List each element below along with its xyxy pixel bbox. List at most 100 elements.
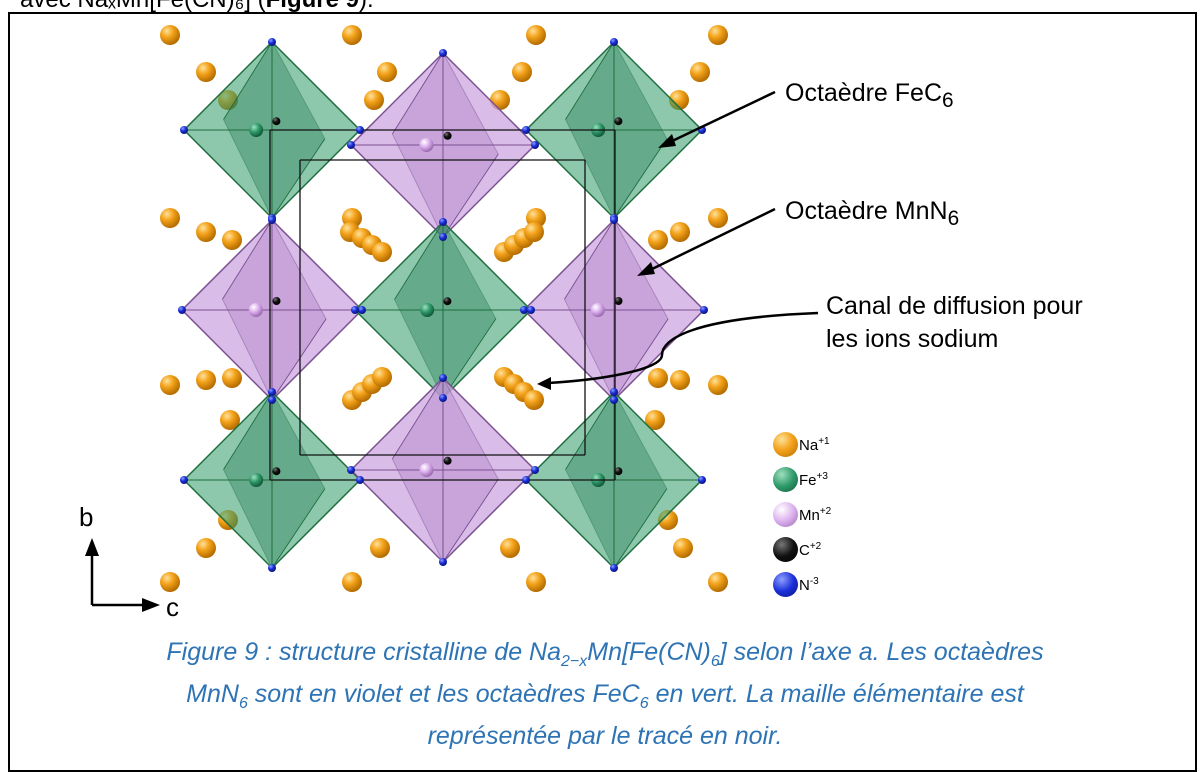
- sodium-atom: [196, 222, 216, 242]
- sodium-atom: [196, 62, 216, 82]
- sodium-atoms: [160, 25, 728, 592]
- mn-octahedron-edge: [442, 478, 499, 563]
- callout-mn-subscript: 6: [947, 207, 960, 230]
- mn-octahedron: [349, 51, 537, 239]
- sodium-atom: [370, 538, 390, 558]
- callout-fe-text: Octaèdre FeC: [785, 79, 943, 107]
- sodium-atom: [524, 390, 544, 410]
- preceding-ref-open: (: [251, 0, 266, 13]
- axis-label-c: c: [166, 592, 179, 622]
- carbon-atom: [272, 117, 281, 126]
- na-sphere-icon: [773, 432, 798, 457]
- nitrogen-atom: [268, 396, 276, 404]
- figure-caption: Figure 9 : structure cristalline de Na2−…: [60, 636, 1150, 753]
- nitrogen-atom: [439, 558, 447, 566]
- nitrogen-atom: [610, 38, 618, 46]
- fe-octahedron-edge: [223, 41, 273, 120]
- preceding-text-line: avec NaₓMn[Fe(CN)₆] (Figure 9).: [20, 0, 374, 14]
- callout-fe-octahedron: Octaèdre FeC6: [785, 79, 954, 113]
- sodium-atom: [673, 538, 693, 558]
- mn-sphere-icon: [773, 502, 798, 527]
- axes-indicator: [85, 538, 160, 612]
- nitrogen-atom: [268, 38, 276, 46]
- fe-sphere-icon: [773, 467, 798, 492]
- fe-octahedron: [353, 220, 533, 400]
- sodium-atom: [708, 208, 728, 228]
- caption-line-1: Figure 9 : structure cristalline de Na2−…: [60, 636, 1150, 678]
- legend-item-n: N-3: [773, 567, 831, 602]
- nitrogen-atom: [520, 306, 528, 314]
- mn-octahedron-edge: [222, 219, 273, 300]
- fe-octahedron-edge: [394, 221, 444, 300]
- legend-item-na: Na+1: [773, 427, 831, 462]
- sodium-atom: [708, 375, 728, 395]
- nitrogen-atom: [358, 306, 366, 314]
- legend-symbol-na: Na: [799, 436, 819, 454]
- sodium-atom: [670, 222, 690, 242]
- nitrogen-atom: [180, 476, 188, 484]
- manganese-atom: [419, 138, 434, 152]
- nitrogen-atom: [268, 564, 276, 572]
- nitrogen-atom: [610, 388, 618, 396]
- fe-octahedron-edge: [565, 41, 615, 120]
- caption-text-6: en vert. La maille élémentaire est: [648, 680, 1024, 708]
- nitrogen-atom: [522, 476, 530, 484]
- nitrogen-atom: [610, 396, 618, 404]
- fe-octahedron-edge: [613, 138, 668, 219]
- nitrogen-atom: [700, 306, 708, 314]
- mn-octahedron-edge: [613, 318, 669, 401]
- sodium-atom: [500, 538, 520, 558]
- legend-item-mn: Mn+2: [773, 497, 831, 532]
- caption-text-4: MnN: [186, 680, 239, 708]
- caption-text-5: sont en violet et les octaèdres FeC: [247, 680, 640, 708]
- carbon-atom: [443, 131, 452, 140]
- nitrogen-atom: [356, 476, 364, 484]
- figure-reference: Figure 9: [266, 0, 359, 13]
- carbon-atom: [614, 117, 623, 126]
- nitrogen-atom: [698, 476, 706, 484]
- nitrogen-atom: [531, 466, 539, 474]
- nitrogen-atom: [439, 374, 447, 382]
- nitrogen-atom: [180, 126, 188, 134]
- sodium-atom: [222, 230, 242, 250]
- sodium-atom: [222, 368, 242, 388]
- arrowhead-channel: [537, 377, 551, 390]
- arrow-fe-octahedron: [667, 90, 776, 145]
- fe-octahedron-edge: [271, 138, 326, 219]
- nitrogen-atom: [439, 394, 447, 402]
- mn-octahedron-edge: [271, 318, 327, 401]
- preceding-formula: NaₓMn[Fe(CN)₆]: [77, 0, 251, 13]
- octahedra-layer: [180, 40, 706, 570]
- nitrogen-atom: [527, 306, 535, 314]
- iron-atom: [420, 303, 435, 317]
- mn-octahedron-edge: [564, 219, 615, 300]
- legend-charge-fe: +3: [816, 470, 828, 482]
- sodium-atom: [526, 572, 546, 592]
- caption-sub-1: 2−x: [561, 653, 588, 670]
- mn-octahedron: [349, 376, 537, 564]
- mn-octahedron-edge: [442, 153, 499, 238]
- sodium-atom: [377, 62, 397, 82]
- callout-mn-text: Octaèdre MnN: [785, 197, 948, 225]
- caption-text-3: ] selon l’axe a. Les octaèdres: [719, 638, 1044, 666]
- caption-sub-4: 6: [639, 695, 649, 712]
- legend-charge-mn: +2: [819, 505, 832, 517]
- unit-cell-outline: [269, 129, 616, 481]
- sodium-atom: [708, 572, 728, 592]
- legend-symbol-fe: Fe: [799, 471, 817, 489]
- sodium-atom: [160, 25, 180, 45]
- c-axis-arrowhead: [142, 598, 160, 612]
- nitrogen-atom: [356, 126, 364, 134]
- callout-channel-line1: Canal de diffusion pour: [826, 292, 1083, 320]
- sodium-atom: [526, 25, 546, 45]
- carbon-atom: [614, 297, 623, 305]
- arrowhead-mn: [637, 262, 655, 276]
- caption-line-3: représentée par le tracé en noir.: [427, 722, 783, 750]
- preceding-text-prefix: avec: [20, 0, 77, 13]
- sodium-atom: [196, 538, 216, 558]
- fe-octahedron-edge: [442, 318, 497, 399]
- caption-text-2: Mn[Fe(CN): [587, 638, 711, 666]
- legend-item-fe: Fe+3: [773, 462, 831, 497]
- callout-channel-line2: les ions sodium: [826, 325, 999, 353]
- sodium-atom: [645, 410, 665, 430]
